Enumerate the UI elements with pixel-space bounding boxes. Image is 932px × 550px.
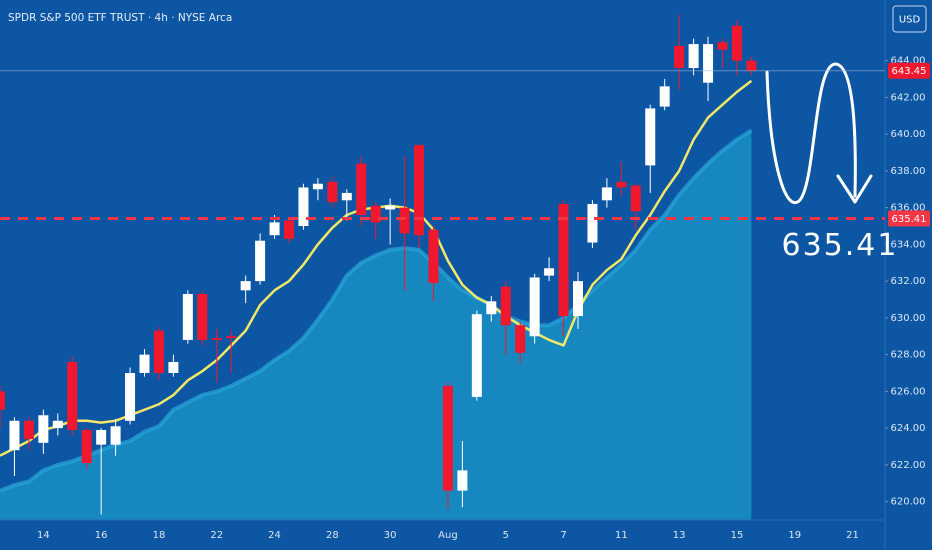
candle-body — [211, 338, 222, 340]
candle-body — [153, 330, 164, 374]
y-tick-label: 620.00 — [891, 497, 926, 508]
candle-body — [182, 293, 193, 340]
candle-body — [341, 192, 352, 201]
y-tick-label: 644.00 — [891, 56, 926, 67]
x-tick-label: 19 — [788, 530, 801, 541]
x-tick-label: 22 — [210, 530, 223, 541]
candle-body — [356, 163, 367, 215]
ma-area-line — [0, 128, 753, 493]
candle-body — [96, 429, 107, 445]
candle-body — [500, 286, 511, 326]
candle-body — [688, 44, 699, 68]
candle-body — [442, 385, 453, 491]
candle-body — [81, 429, 92, 464]
candle-body — [703, 44, 714, 83]
candle-body — [298, 187, 309, 227]
x-tick-label: 11 — [615, 530, 628, 541]
candle-body — [139, 354, 150, 374]
candle-body — [255, 240, 266, 282]
candle-body — [746, 60, 757, 71]
candle-body — [110, 426, 121, 445]
currency-label[interactable]: USD — [899, 15, 921, 26]
candle-body — [67, 361, 78, 430]
x-tick-label: 14 — [37, 530, 50, 541]
candle-body — [284, 220, 294, 239]
x-tick-label: 13 — [673, 530, 686, 541]
x-tick-label: 15 — [731, 530, 744, 541]
candle-body — [197, 293, 208, 340]
candle-body — [168, 361, 179, 374]
level-tag — [888, 210, 930, 227]
y-tick-label: 638.00 — [891, 166, 926, 177]
y-tick-label: 626.00 — [891, 386, 926, 397]
candle-body — [399, 207, 410, 234]
candle-body — [414, 145, 425, 236]
candle-body — [226, 336, 237, 339]
x-tick-label: Aug — [438, 530, 458, 541]
candle-body — [645, 108, 656, 166]
candle-body — [38, 415, 49, 443]
candle-body — [601, 187, 612, 201]
level-tag-label: 635.41 — [892, 214, 927, 225]
candle-body — [428, 229, 439, 283]
y-tick-label: 624.00 — [891, 423, 926, 434]
y-tick-label: 630.00 — [891, 313, 926, 324]
last-price-tag — [888, 62, 930, 79]
level-big-label: 635.41 — [782, 228, 899, 263]
currency-button[interactable] — [892, 5, 927, 33]
chart-title: SPDR S&P 500 ETF TRUST · 4h · NYSE Arca — [8, 12, 232, 24]
y-tick-label: 622.00 — [891, 460, 926, 471]
candle-body — [544, 268, 555, 276]
candle-body — [659, 86, 670, 107]
last-price-label: 643.45 — [892, 66, 927, 77]
y-tick-label: 640.00 — [891, 129, 926, 140]
candle-body — [573, 281, 583, 317]
x-tick-label: 18 — [153, 530, 166, 541]
candle-body — [385, 205, 396, 210]
x-tick-label: 21 — [846, 530, 859, 541]
candle-body — [269, 222, 280, 236]
x-tick-label: 7 — [560, 530, 566, 541]
candle-body — [717, 42, 728, 50]
candle-body — [471, 314, 482, 397]
candle-body — [312, 183, 323, 190]
candle-body — [731, 25, 742, 61]
candle-body — [616, 181, 627, 188]
candle-body — [630, 185, 641, 212]
candle-body — [457, 470, 468, 491]
y-tick-label: 628.00 — [891, 350, 926, 361]
x-tick-label: 30 — [384, 530, 397, 541]
x-tick-label: 28 — [326, 530, 339, 541]
x-tick-label: 24 — [268, 530, 281, 541]
candle-body — [587, 203, 598, 243]
y-tick-label: 634.00 — [891, 239, 926, 250]
candle-body — [23, 420, 34, 440]
ma-area — [0, 130, 752, 521]
y-tick-label: 632.00 — [891, 276, 926, 287]
x-tick-label: 5 — [503, 530, 509, 541]
arrow-head — [836, 174, 873, 204]
candle-body — [0, 391, 5, 410]
candle-body — [240, 281, 251, 291]
candle-body — [674, 45, 685, 68]
candle-body — [558, 203, 569, 317]
y-tick-label: 642.00 — [891, 92, 926, 103]
candle-body — [327, 181, 338, 203]
candle-body — [52, 420, 63, 429]
candle-body — [515, 325, 526, 353]
candle-body — [486, 301, 497, 315]
candle-body — [529, 277, 540, 337]
y-tick-label: 636.00 — [891, 203, 926, 214]
candle-body — [125, 373, 136, 421]
forecast-arrow — [765, 62, 857, 204]
candle-body — [9, 420, 20, 451]
candle-body — [370, 205, 381, 223]
x-tick-label: 16 — [95, 530, 108, 541]
plot-layer — [0, 14, 757, 521]
